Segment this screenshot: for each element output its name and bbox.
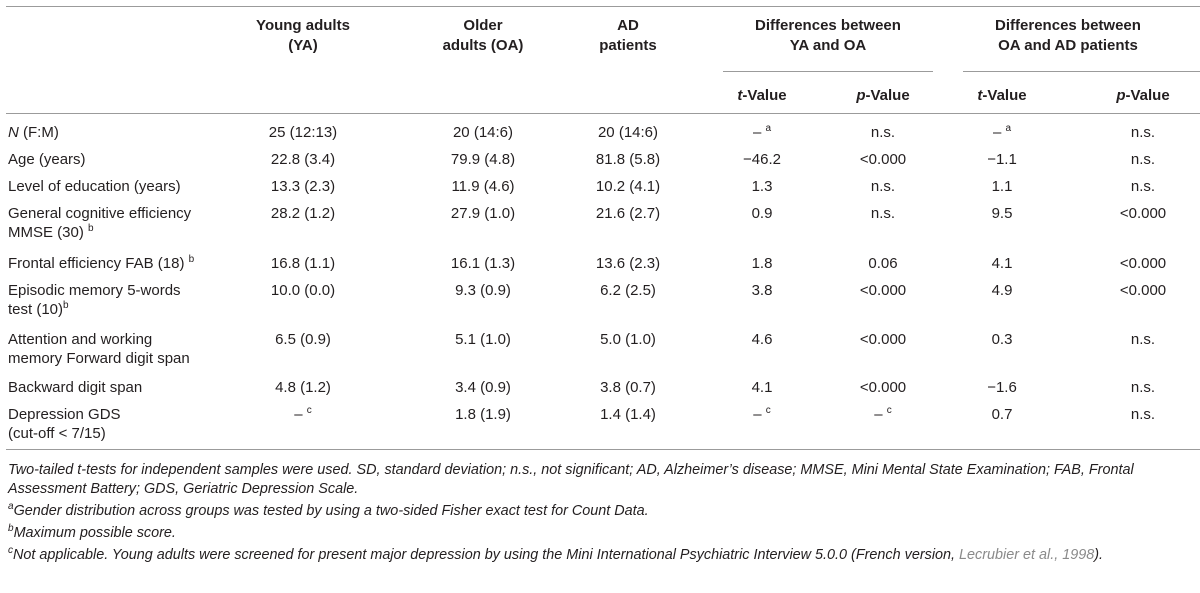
footnote-general: Two-tailed t-tests for independent sampl…	[8, 462, 1134, 497]
cell-p1: <0.000	[859, 151, 907, 168]
subheader-rule-2	[963, 71, 1200, 72]
citation-link[interactable]: Lecrubier et al., 1998	[959, 547, 1095, 563]
cell-p2: <0.000	[1119, 255, 1167, 272]
row-label-backward-digit-span: Backward digit span	[8, 379, 143, 396]
cell-t2: 0.3	[991, 331, 1013, 348]
cell-ya: 13.3 (2.3)	[270, 178, 336, 195]
cell-ya: 4.8 (1.2)	[275, 379, 331, 396]
cell-ad: 21.6 (2.7)	[595, 205, 661, 222]
row-label-mmse: General cognitive efficiency MMSE (30) b	[8, 205, 192, 241]
cell-t1: 3.8	[751, 282, 773, 299]
cell-t2: – a	[992, 123, 1012, 142]
row-label-attention: Attention and working memory Forward digi…	[8, 331, 190, 367]
row-label-fab: Frontal efficiency FAB (18) b	[8, 254, 195, 273]
cell-p2: <0.000	[1119, 282, 1167, 299]
cell-t1: 1.8	[751, 255, 773, 272]
table-bottom-rule	[6, 449, 1200, 450]
cell-p2: n.s.	[1130, 406, 1156, 423]
table-top-rule	[6, 6, 1200, 7]
cell-t1: – a	[752, 123, 772, 142]
cell-oa: 11.9 (4.6)	[451, 178, 515, 195]
cell-p1: n.s.	[870, 205, 896, 222]
cell-p2: <0.000	[1119, 205, 1167, 222]
row-label-depression-gds: Depression GDS (cut-off < 7/15)	[8, 406, 121, 442]
cell-t1: 1.3	[751, 178, 773, 195]
cell-t2: −1.1	[987, 151, 1017, 168]
cell-ya: 6.5 (0.9)	[275, 331, 331, 348]
cell-t2: 0.7	[991, 406, 1013, 423]
cell-ad: 13.6 (2.3)	[595, 255, 661, 272]
row-label-education: Level of education (years)	[8, 178, 181, 195]
cell-ya: 28.2 (1.2)	[270, 205, 336, 222]
cell-p2: n.s.	[1130, 151, 1156, 168]
cell-t1: 4.6	[751, 331, 773, 348]
subheader-p-value-1: p-Value	[856, 87, 910, 104]
cell-ad: 81.8 (5.8)	[595, 151, 661, 168]
cell-oa: 9.3 (0.9)	[455, 282, 511, 299]
cell-p1: <0.000	[859, 282, 907, 299]
cell-ad: 3.8 (0.7)	[600, 379, 656, 396]
cell-ya: 10.0 (0.0)	[270, 282, 336, 299]
footnote-b: bMaximum possible score.	[8, 523, 176, 541]
row-label-episodic-memory: Episodic memory 5-words test (10)b	[8, 282, 181, 318]
cell-p1: – c	[874, 405, 892, 424]
cell-oa: 27.9 (1.0)	[450, 205, 516, 222]
subheader-p-value-2: p-Value	[1116, 87, 1170, 104]
cell-t2: 4.9	[991, 282, 1013, 299]
cell-ad: 20 (14:6)	[597, 124, 659, 141]
row-label-n: N (F:M)	[8, 124, 59, 141]
cell-p1: n.s.	[870, 124, 896, 141]
cell-t1: −46.2	[743, 151, 781, 168]
cell-p1: <0.000	[859, 379, 907, 396]
footnote-a: aGender distribution across groups was t…	[8, 501, 649, 519]
cell-p2: n.s.	[1130, 124, 1156, 141]
cell-oa: 1.8 (1.9)	[455, 406, 511, 423]
cell-ya: – c	[294, 405, 312, 424]
subheader-rule-1	[723, 71, 933, 72]
cell-t2: 1.1	[991, 178, 1013, 195]
cell-oa: 16.1 (1.3)	[450, 255, 516, 272]
header-diff-oa-ad: Differences between OA and AD patients	[995, 17, 1141, 54]
cell-p1: 0.06	[868, 255, 898, 272]
cell-p1: n.s.	[870, 178, 896, 195]
cell-ya: 25 (12:13)	[268, 124, 338, 141]
header-older-adults: Older adults (OA)	[442, 17, 524, 54]
cell-ad: 10.2 (4.1)	[595, 178, 661, 195]
cell-oa: 20 (14:6)	[452, 124, 514, 141]
cell-ya: 16.8 (1.1)	[270, 255, 336, 272]
header-ad-patients: AD patients	[599, 17, 657, 54]
cell-ad: 5.0 (1.0)	[600, 331, 656, 348]
cell-t2: 9.5	[991, 205, 1013, 222]
header-bottom-rule	[6, 113, 1200, 114]
cell-p2: n.s.	[1130, 379, 1156, 396]
cell-t2: 4.1	[991, 255, 1013, 272]
cell-t1: 4.1	[751, 379, 773, 396]
header-young-adults: Young adults (YA)	[256, 17, 350, 54]
cell-p2: n.s.	[1130, 331, 1156, 348]
cell-p2: n.s.	[1130, 178, 1156, 195]
cell-t2: −1.6	[987, 379, 1017, 396]
subheader-t-value-1: t-Value	[737, 87, 787, 104]
cell-ad: 1.4 (1.4)	[600, 406, 656, 423]
cell-ya: 22.8 (3.4)	[270, 151, 336, 168]
cell-oa: 3.4 (0.9)	[455, 379, 511, 396]
cell-oa: 5.1 (1.0)	[455, 331, 511, 348]
cell-oa: 79.9 (4.8)	[450, 151, 516, 168]
cell-t1: 0.9	[751, 205, 773, 222]
footnote-c: cNot applicable. Young adults were scree…	[8, 545, 1104, 563]
row-label-age: Age (years)	[8, 151, 86, 168]
cell-p1: <0.000	[859, 331, 907, 348]
cell-ad: 6.2 (2.5)	[600, 282, 656, 299]
subheader-t-value-2: t-Value	[977, 87, 1027, 104]
header-diff-ya-oa: Differences between YA and OA	[755, 17, 901, 54]
cell-t1: – c	[753, 405, 771, 424]
